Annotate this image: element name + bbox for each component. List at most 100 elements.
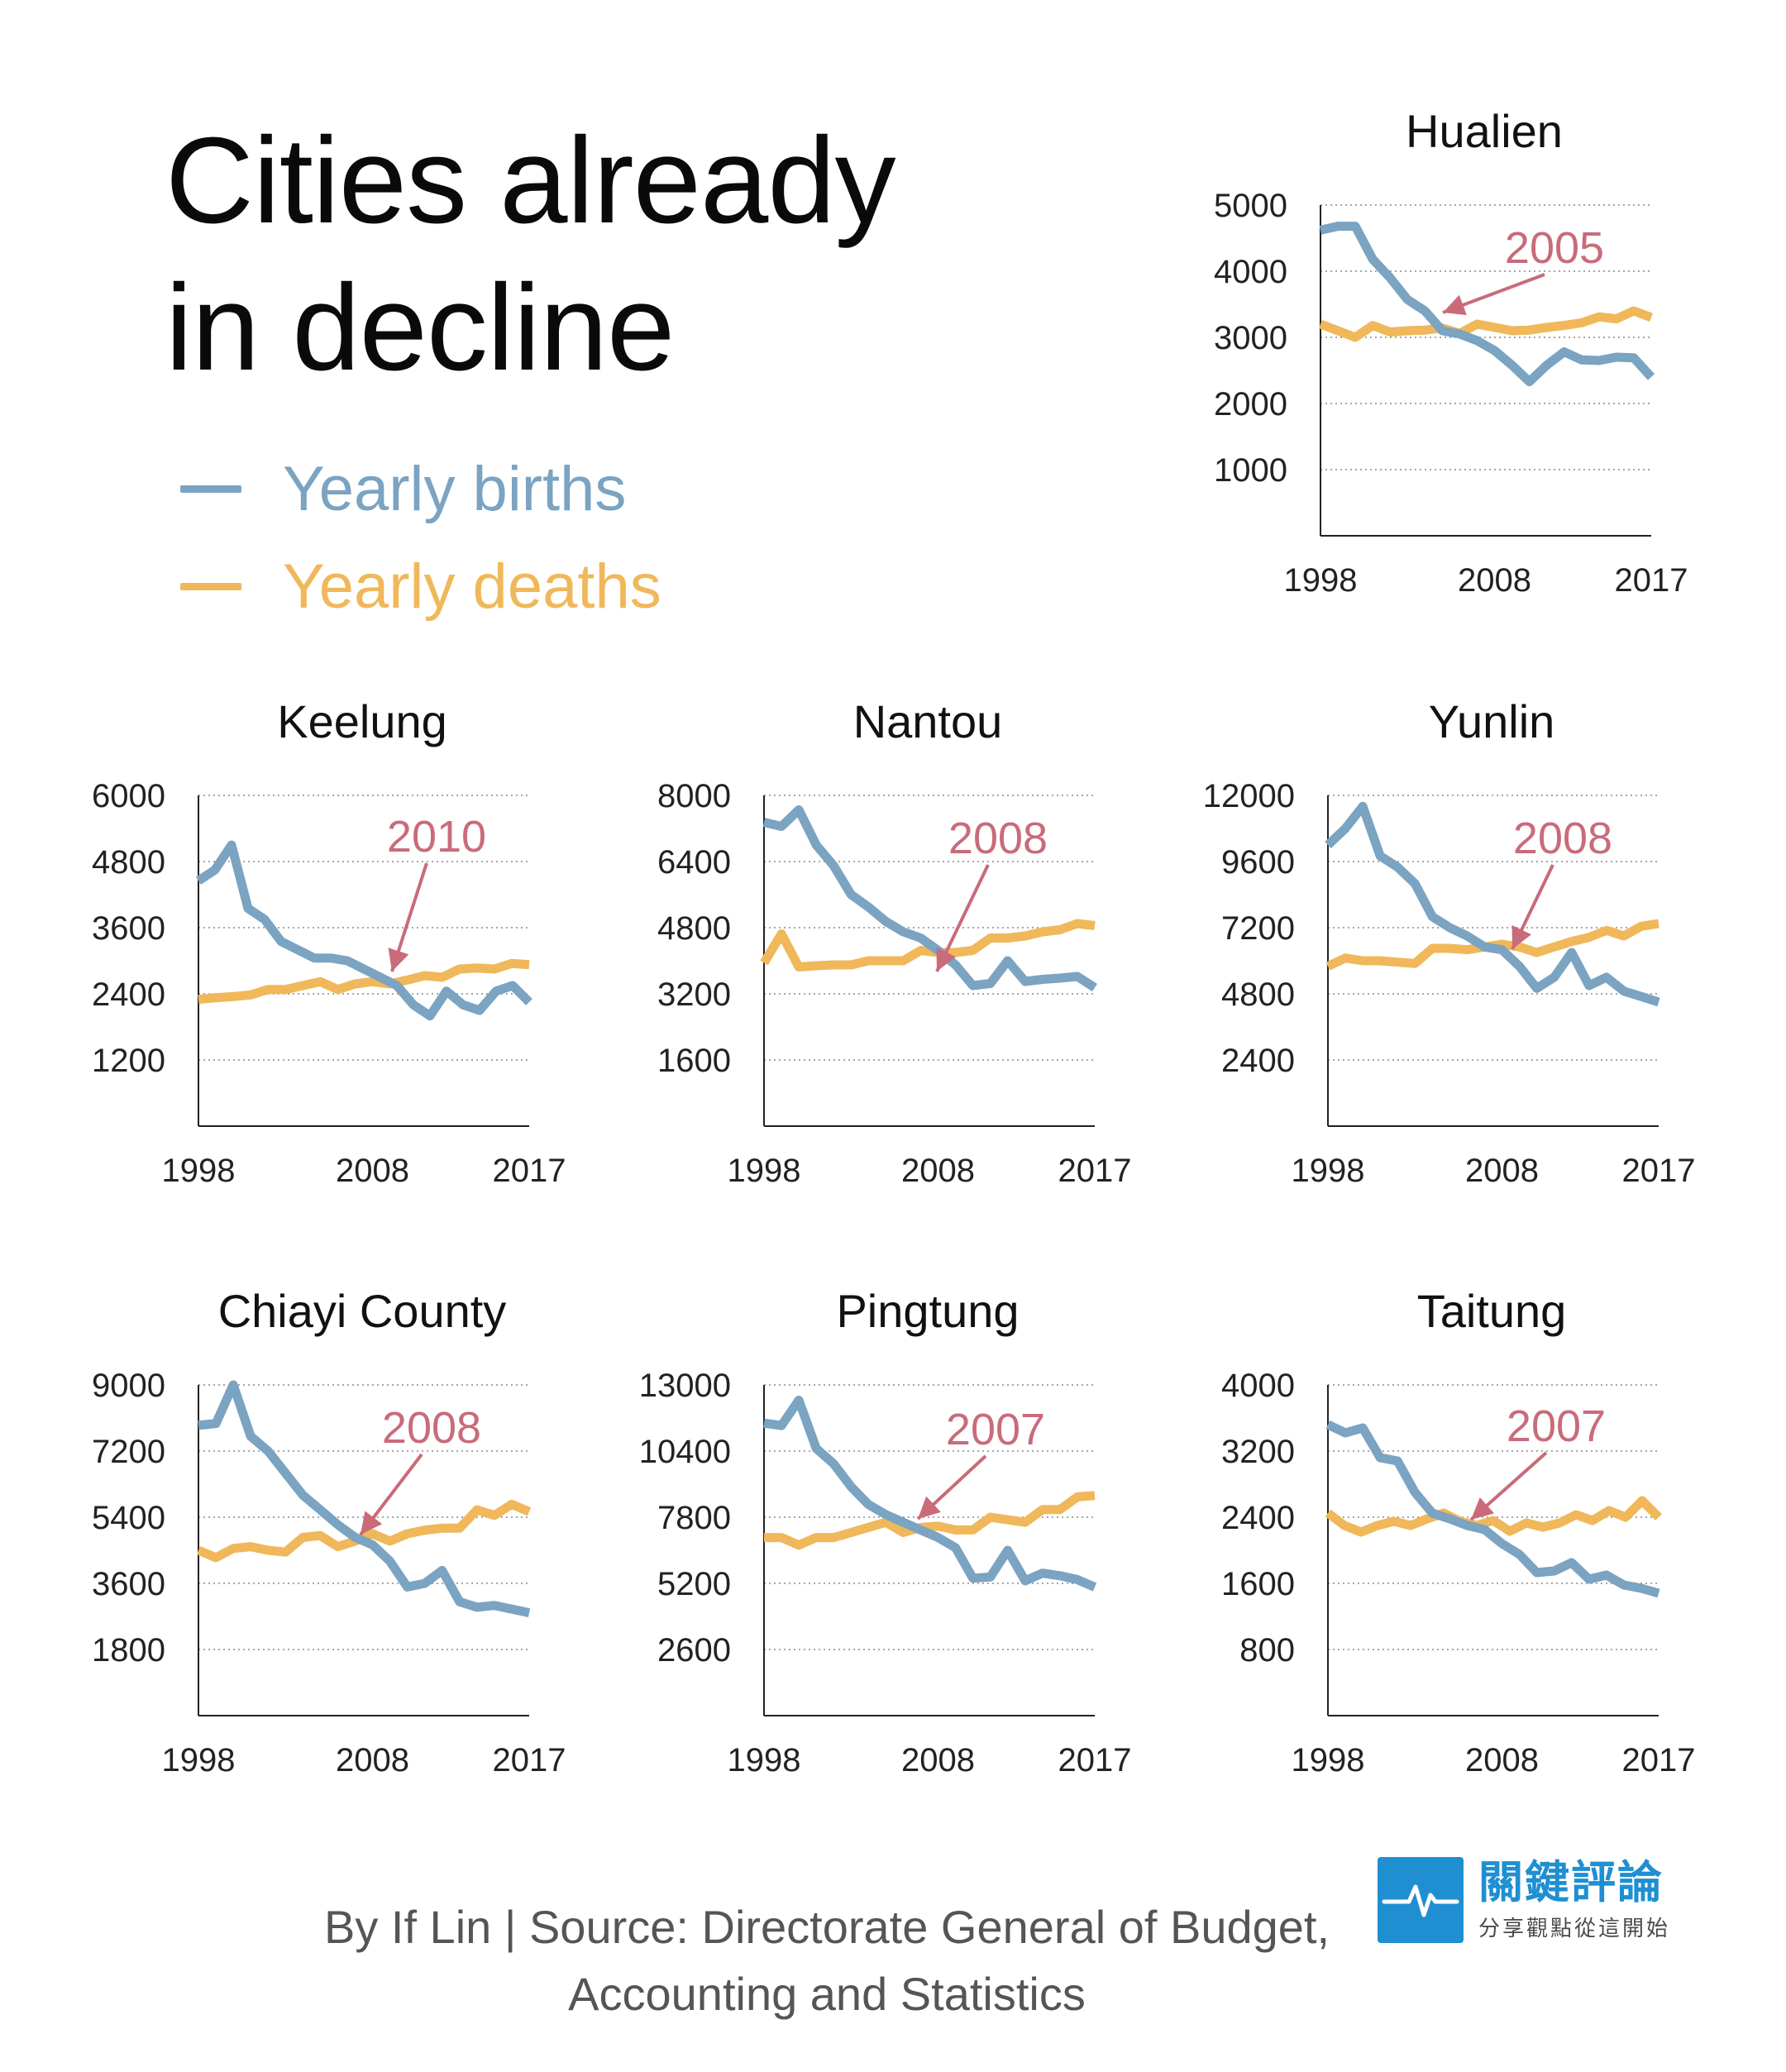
- title-line-1: Cities already: [165, 112, 896, 249]
- keelung-y-tick-label: 2400: [92, 976, 165, 1013]
- keelung-crossover-arrowhead: [388, 948, 409, 972]
- pingtung-x-tick-label: 1998: [728, 1742, 801, 1778]
- hualien-y-tick-label: 3000: [1214, 320, 1287, 356]
- taitung-y-tick-label: 800: [1239, 1632, 1295, 1669]
- nantou-x-tick-label: 1998: [728, 1153, 801, 1189]
- yunlin-x-tick-label: 1998: [1292, 1153, 1365, 1189]
- nantou-crossover-label: 2008: [948, 814, 1048, 863]
- keelung-y-tick-label: 4800: [92, 844, 165, 881]
- yunlin-crossover-label: 2008: [1513, 814, 1612, 863]
- hualien-y-tick-label: 2000: [1214, 386, 1287, 423]
- chiayi-county-y-tick-label: 5400: [92, 1500, 165, 1536]
- taitung-crossover-arrowhead: [1471, 1497, 1495, 1520]
- deaths-legend-swatch: [180, 583, 241, 590]
- chart-chiayi-county: Chiayi County 1800 3600 5400 7200 9000 1998 200…: [92, 1285, 566, 1778]
- pingtung-title: Pingtung: [836, 1285, 1019, 1337]
- taitung-title: Taitung: [1417, 1285, 1567, 1337]
- yunlin-y-tick-label: 9600: [1221, 844, 1295, 881]
- hualien-x-tick-label: 1998: [1284, 562, 1358, 599]
- keelung-crossover-label: 2010: [387, 812, 486, 862]
- pingtung-births-line: [763, 1396, 1097, 1592]
- yunlin-x-tick-label: 2017: [1622, 1153, 1696, 1189]
- title-line-2: in decline: [165, 259, 675, 396]
- hualien-y-tick-label: 1000: [1214, 452, 1287, 489]
- keelung-title: Keelung: [277, 695, 447, 747]
- pingtung-y-tick-label: 10400: [639, 1434, 731, 1470]
- keelung-x-tick-label: 2008: [336, 1153, 409, 1189]
- brand-logo: 關鍵評論 分享觀點從這開始: [1378, 1857, 1670, 1943]
- hualien-title: Hualien: [1406, 105, 1563, 157]
- hualien-y-tick-label: 5000: [1214, 188, 1287, 224]
- chart-keelung: Keelung 1200 2400 3600 4800 6000 1998 2008 2017 2…: [92, 695, 566, 1189]
- keelung-y-tick-label: 6000: [92, 778, 165, 814]
- nantou-title: Nantou: [853, 695, 1003, 747]
- charts-canvas: Hualien 1000 2000 3000 4000 5000 1998 2008 2017 2…: [92, 105, 1696, 1778]
- yunlin-births-line: [1325, 801, 1660, 1007]
- keelung-births-line: [195, 840, 532, 1021]
- pingtung-deaths-line: [764, 1491, 1096, 1550]
- keelung-y-tick-label: 3600: [92, 910, 165, 947]
- page-title: Cities already in decline: [165, 107, 896, 401]
- hualien-births-line: [1319, 222, 1655, 387]
- chart-nantou: Nantou 1600 3200 4800 6400 8000 1998 2008 2017 20…: [657, 695, 1131, 1189]
- pingtung-y-tick-label: 7800: [657, 1500, 731, 1536]
- hualien-y-tick-label: 4000: [1214, 254, 1287, 290]
- taitung-y-tick-label: 1600: [1221, 1566, 1295, 1602]
- chart-pingtung: Pingtung 2600 5200 7800 10400 13000 1998 2008 20…: [639, 1285, 1132, 1778]
- legend-item-births: Yearly births: [180, 453, 626, 525]
- nantou-crossover-arrowhead: [936, 947, 956, 972]
- chart-yunlin: Yunlin 2400 4800 7200 9600 12000 1998 2008 2017 2…: [1203, 695, 1696, 1189]
- nantou-y-tick-label: 8000: [657, 778, 731, 814]
- nantou-x-tick-label: 2008: [901, 1153, 975, 1189]
- yunlin-crossover-arrowhead: [1511, 924, 1531, 949]
- births-legend-label: Yearly births: [283, 454, 627, 524]
- chart-taitung: Taitung 800 1600 2400 3200 4000 1998 2008 2017 20…: [1221, 1285, 1695, 1778]
- pingtung-x-tick-label: 2017: [1058, 1742, 1132, 1778]
- source-credit: By If Lin | Source: Directorate General …: [0, 1893, 1654, 2027]
- keelung-x-tick-label: 1998: [162, 1153, 236, 1189]
- chiayi-county-crossover-arrowhead: [361, 1511, 383, 1535]
- pingtung-crossover-label: 2007: [946, 1405, 1045, 1454]
- births-legend-swatch: [180, 485, 241, 493]
- chiayi-county-y-tick-label: 9000: [92, 1368, 165, 1404]
- brand-name: 關鍵評論: [1478, 1855, 1664, 1908]
- chiayi-county-title: Chiayi County: [218, 1285, 507, 1337]
- yunlin-y-tick-label: 2400: [1221, 1043, 1295, 1079]
- nantou-births-line: [762, 805, 1097, 992]
- source-credit-line-1: By If Lin | Source: Directorate General …: [323, 1901, 1330, 1953]
- legend-item-deaths: Yearly deaths: [180, 551, 661, 623]
- taitung-births-line: [1325, 1420, 1660, 1598]
- chiayi-county-crossover-label: 2008: [382, 1403, 481, 1453]
- nantou-y-tick-label: 4800: [657, 910, 731, 947]
- source-credit-line-2: Accounting and Statistics: [568, 1968, 1086, 2021]
- taitung-y-tick-label: 2400: [1221, 1500, 1295, 1536]
- nantou-x-tick-label: 2017: [1058, 1153, 1132, 1189]
- pulse-icon: [1378, 1857, 1464, 1943]
- taitung-crossover-label: 2007: [1507, 1401, 1606, 1451]
- taitung-x-tick-label: 2008: [1465, 1742, 1539, 1778]
- nantou-deaths-line: [760, 919, 1096, 972]
- hualien-deaths-line: [1319, 306, 1653, 342]
- pingtung-x-tick-label: 2008: [901, 1742, 975, 1778]
- yunlin-x-tick-label: 2008: [1465, 1153, 1539, 1189]
- chiayi-county-x-tick-label: 1998: [162, 1742, 236, 1778]
- chiayi-county-y-tick-label: 3600: [92, 1566, 165, 1602]
- nantou-y-tick-label: 3200: [657, 976, 731, 1013]
- chiayi-county-births-line: [198, 1380, 531, 1617]
- yunlin-y-tick-label: 12000: [1203, 778, 1295, 814]
- brand-tagline: 分享觀點從這開始: [1478, 1917, 1671, 1942]
- chiayi-county-x-tick-label: 2008: [336, 1742, 409, 1778]
- chiayi-county-x-tick-label: 2017: [493, 1742, 566, 1778]
- hualien-x-tick-label: 2017: [1615, 562, 1688, 599]
- pingtung-y-tick-label: 5200: [657, 1566, 731, 1602]
- keelung-y-tick-label: 1200: [92, 1043, 165, 1079]
- yunlin-y-tick-label: 4800: [1221, 976, 1295, 1013]
- taitung-x-tick-label: 2017: [1622, 1742, 1696, 1778]
- pingtung-y-tick-label: 13000: [639, 1368, 731, 1404]
- yunlin-title: Yunlin: [1429, 695, 1555, 747]
- hualien-x-tick-label: 2008: [1458, 562, 1531, 599]
- pingtung-y-tick-label: 2600: [657, 1632, 731, 1669]
- taitung-x-tick-label: 1998: [1292, 1742, 1365, 1778]
- pingtung-crossover-arrowhead: [918, 1496, 941, 1519]
- taitung-y-tick-label: 3200: [1221, 1434, 1295, 1470]
